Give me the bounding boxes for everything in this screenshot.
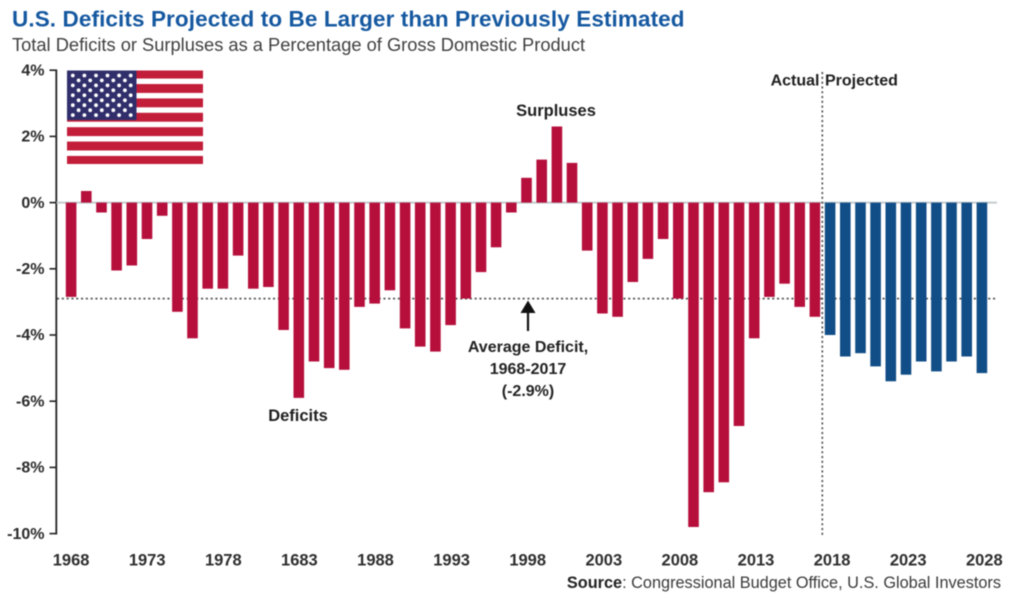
svg-text:1998: 1998 [509, 552, 546, 570]
svg-text:2%: 2% [21, 129, 44, 146]
svg-text:1968: 1968 [53, 552, 90, 570]
svg-text:2003: 2003 [585, 552, 622, 570]
svg-text:Total Deficits or Surpluses as: Total Deficits or Surpluses as a Percent… [12, 34, 585, 55]
svg-text:Deficits: Deficits [268, 407, 328, 425]
svg-text:4%: 4% [21, 62, 44, 79]
svg-text:U.S. Deficits Projected to Be: U.S. Deficits Projected to Be Larger tha… [12, 7, 685, 32]
svg-text:-8%: -8% [16, 460, 44, 477]
svg-text:1968-2017: 1968-2017 [490, 361, 567, 378]
svg-text:1683: 1683 [281, 552, 318, 570]
svg-text:2023: 2023 [890, 552, 927, 570]
svg-text:2013: 2013 [738, 552, 775, 570]
svg-text:Surpluses: Surpluses [516, 102, 596, 120]
svg-text:(-2.9%): (-2.9%) [502, 383, 554, 400]
svg-text:2008: 2008 [662, 552, 699, 570]
svg-text:1978: 1978 [205, 552, 242, 570]
svg-text:Source: Congressional Budget O: Source: Congressional Budget Office, U.S… [567, 574, 1001, 592]
svg-text:-4%: -4% [16, 327, 44, 344]
svg-text:2018: 2018 [814, 552, 851, 570]
svg-text:Projected: Projected [825, 73, 898, 90]
svg-text:Actual: Actual [771, 73, 820, 90]
svg-text:Average Deficit,: Average Deficit, [468, 339, 588, 356]
svg-text:1973: 1973 [129, 552, 166, 570]
svg-text:-10%: -10% [7, 526, 44, 543]
svg-text:2028: 2028 [966, 552, 1003, 570]
svg-text:1988: 1988 [357, 552, 394, 570]
svg-text:-2%: -2% [16, 261, 44, 278]
svg-text:0%: 0% [21, 195, 44, 212]
svg-text:1993: 1993 [433, 552, 470, 570]
svg-text:-6%: -6% [16, 393, 44, 410]
